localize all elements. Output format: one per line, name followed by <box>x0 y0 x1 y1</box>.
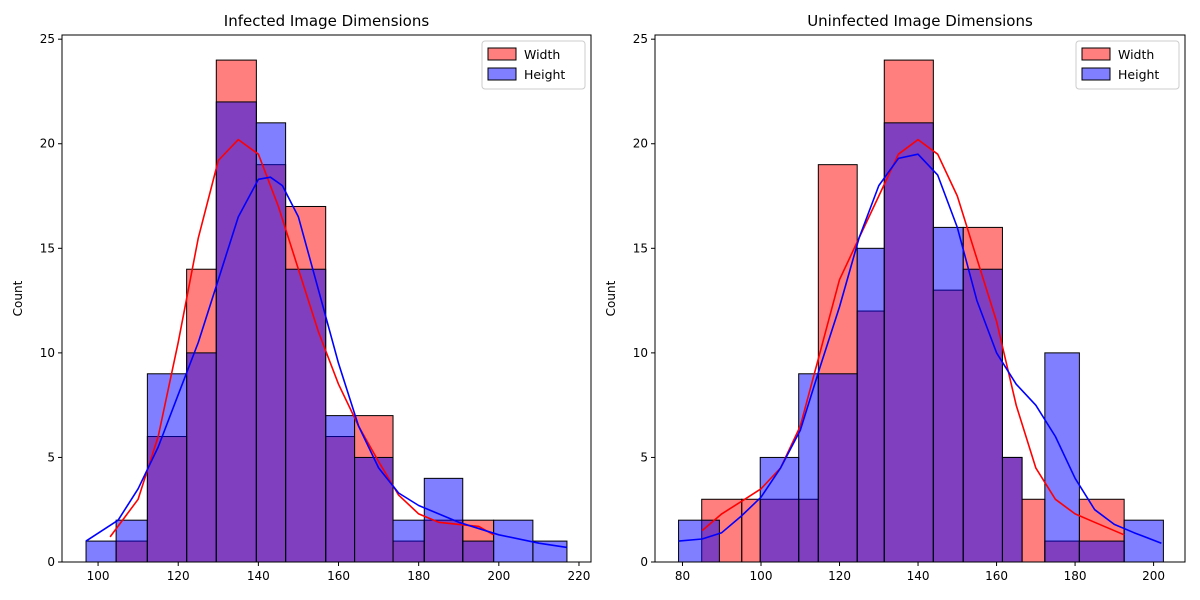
histogram-bar <box>423 477 464 563</box>
legend-swatch-height <box>1081 67 1111 81</box>
chart-title: Uninfected Image Dimensions <box>807 12 1033 30</box>
histogram-bar <box>325 415 356 563</box>
x-tick-label: 160 <box>985 569 1008 583</box>
uninfected-histogram-panel: Uninfected Image Dimensions Count 80 100 1… <box>604 12 1186 583</box>
histogram-bar <box>932 226 964 563</box>
x-tick-label: 120 <box>828 569 851 583</box>
kde-curve-width <box>701 138 1125 536</box>
legend-swatch-width <box>1081 47 1111 61</box>
x-axis-ticks: 80 100 120 140 160 180 200 <box>675 562 1165 583</box>
y-tick-label: 5 <box>640 450 648 464</box>
histogram-bar <box>354 456 394 563</box>
y-axis-ticks: 0 5 10 15 20 25 <box>40 32 62 569</box>
y-tick-label: 5 <box>47 450 55 464</box>
histogram-bar <box>817 373 858 563</box>
legend: Width Height <box>481 40 586 90</box>
x-tick-label: 100 <box>750 569 773 583</box>
legend: Width Height <box>1075 40 1180 90</box>
axes-frame <box>654 34 1186 563</box>
y-axis-label: Count <box>604 280 618 316</box>
axes-frame <box>61 34 592 563</box>
legend-label-height: Height <box>524 67 565 82</box>
y-tick-label: 15 <box>633 241 648 255</box>
x-axis-ticks: 100 120 140 160 180 200 220 <box>87 562 591 583</box>
histogram-bar <box>1044 352 1080 563</box>
y-tick-label: 15 <box>40 241 55 255</box>
histogram-bar <box>186 352 217 563</box>
x-tick-label: 140 <box>247 569 270 583</box>
x-tick-label: 100 <box>87 569 110 583</box>
histogram-bar <box>285 268 327 563</box>
series-height-bars <box>85 101 568 563</box>
infected-histogram-panel: Infected Image Dimensions Count 100 120 14… <box>11 12 592 583</box>
legend-swatch-width <box>487 47 517 61</box>
histogram-bar <box>115 519 148 563</box>
histogram-bar <box>759 456 800 563</box>
histogram-bar <box>146 373 188 563</box>
y-axis-label: Count <box>11 280 25 316</box>
histogram-bar <box>255 122 287 563</box>
x-tick-label: 220 <box>568 569 591 583</box>
y-tick-label: 10 <box>40 346 55 360</box>
x-tick-label: 120 <box>167 569 190 583</box>
histogram-bar <box>462 540 495 563</box>
y-tick-label: 10 <box>633 346 648 360</box>
legend-swatch-height <box>487 67 517 81</box>
histogram-bar <box>85 540 117 563</box>
x-tick-label: 80 <box>675 569 690 583</box>
legend-label-width: Width <box>524 47 560 62</box>
kde-curve-height <box>85 176 568 549</box>
y-tick-label: 0 <box>47 555 55 569</box>
y-tick-label: 0 <box>640 555 648 569</box>
plot-area <box>678 59 1164 563</box>
y-tick-label: 20 <box>633 137 648 151</box>
series-height-bars <box>678 122 1164 563</box>
histogram-bar <box>1001 456 1023 563</box>
histogram-bar <box>678 519 720 563</box>
histogram-bar <box>1078 540 1125 563</box>
histogram-bar <box>883 122 934 563</box>
histogram-bar <box>392 519 425 563</box>
y-tick-label: 20 <box>40 137 55 151</box>
histogram-bar <box>215 101 257 563</box>
histogram-bar <box>962 268 1003 563</box>
y-axis-ticks: 0 5 10 15 20 25 <box>633 32 655 569</box>
chart-title: Infected Image Dimensions <box>224 12 430 30</box>
x-tick-label: 140 <box>907 569 930 583</box>
kde-curve-width <box>109 138 494 538</box>
histogram-bar <box>741 498 761 563</box>
legend-label-width: Width <box>1118 47 1154 62</box>
y-tick-label: 25 <box>633 32 648 46</box>
kde-curve-height <box>678 153 1162 544</box>
x-tick-label: 200 <box>487 569 510 583</box>
x-tick-label: 180 <box>1064 569 1087 583</box>
plot-area <box>85 59 568 563</box>
x-tick-label: 180 <box>407 569 430 583</box>
x-tick-label: 200 <box>1142 569 1165 583</box>
y-tick-label: 25 <box>40 32 55 46</box>
x-tick-label: 160 <box>327 569 350 583</box>
legend-label-height: Height <box>1118 67 1159 82</box>
histogram-bar <box>856 247 885 563</box>
histogram-bar <box>1021 498 1046 563</box>
